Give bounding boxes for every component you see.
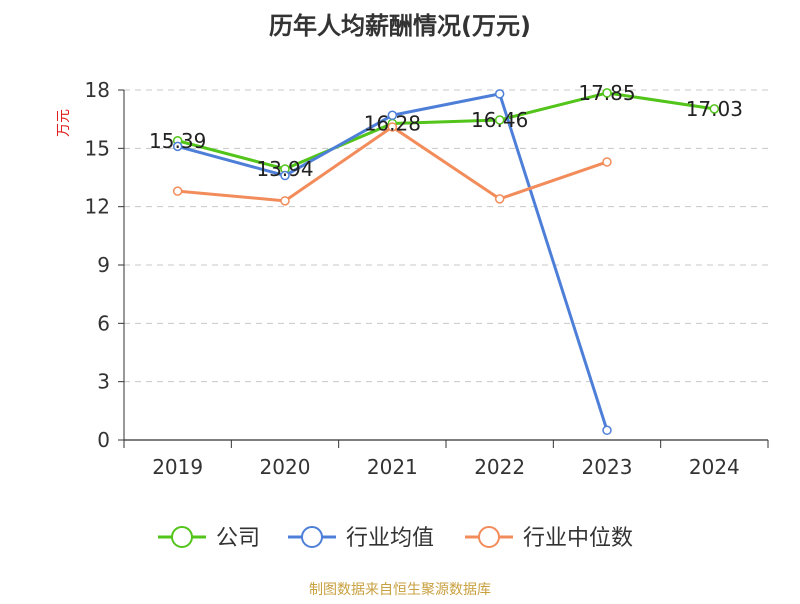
- legend-label: 公司: [216, 526, 260, 551]
- chart-title: 历年人均薪酬情况(万元): [269, 12, 531, 40]
- legend-swatch-marker: [301, 526, 323, 548]
- legend-label: 行业均值: [346, 526, 434, 551]
- legend: 公司 行业均值 行业中位数: [158, 526, 633, 551]
- y-tick-label: 9: [97, 253, 110, 277]
- y-tick-label: 0: [97, 428, 110, 452]
- grid-lines: [124, 89, 768, 383]
- data-point: [387, 110, 398, 121]
- x-tick-label: 2021: [367, 455, 418, 479]
- data-label: 13.94: [256, 157, 313, 181]
- data-point: [602, 425, 612, 436]
- data-label: 15.39: [149, 129, 206, 153]
- data-point: [172, 186, 183, 196]
- data-point: [709, 104, 720, 114]
- series-group: [172, 88, 720, 436]
- data-point: [602, 88, 612, 98]
- data-label: 17.85: [578, 81, 635, 105]
- y-tick-label: 3: [97, 370, 110, 394]
- legend-swatch-marker: [478, 526, 500, 548]
- data-point: [280, 196, 290, 206]
- data-label: 16.28: [364, 111, 421, 135]
- data-point: [280, 170, 290, 181]
- x-tick-label: 2020: [260, 455, 311, 479]
- x-tick-label: 2024: [689, 455, 740, 479]
- series-line-0: [177, 91, 715, 171]
- series-line-1: [177, 92, 609, 431]
- y-tick-label: 15: [85, 136, 110, 160]
- axes: 0 3 6 9 12 15 18 2019 2020 2021 2022 2023 2024: [85, 78, 769, 479]
- legend-swatch-marker: [171, 526, 193, 548]
- data-labels: 15.39 13.94 16.28 16.46 17.85 17.03: [149, 81, 743, 181]
- y-tick-label: 6: [97, 311, 110, 335]
- legend-label: 行业中位数: [523, 526, 633, 551]
- x-tick-label: 2023: [582, 455, 633, 479]
- data-point: [494, 89, 505, 99]
- data-label: 16.46: [471, 108, 528, 132]
- data-point: [494, 194, 505, 204]
- x-tick-label: 2019: [152, 455, 203, 479]
- data-label: 17.03: [686, 97, 743, 121]
- source-note: 制图数据来自恒生聚源数据库: [309, 582, 491, 598]
- x-tick-label: 2022: [474, 455, 525, 479]
- y-axis-label: 万元: [56, 109, 72, 137]
- data-point: [387, 122, 398, 132]
- data-point: [602, 157, 612, 167]
- data-point: [494, 115, 505, 125]
- data-point: [172, 141, 183, 152]
- y-tick-label: 12: [85, 195, 110, 219]
- y-tick-label: 18: [85, 78, 110, 102]
